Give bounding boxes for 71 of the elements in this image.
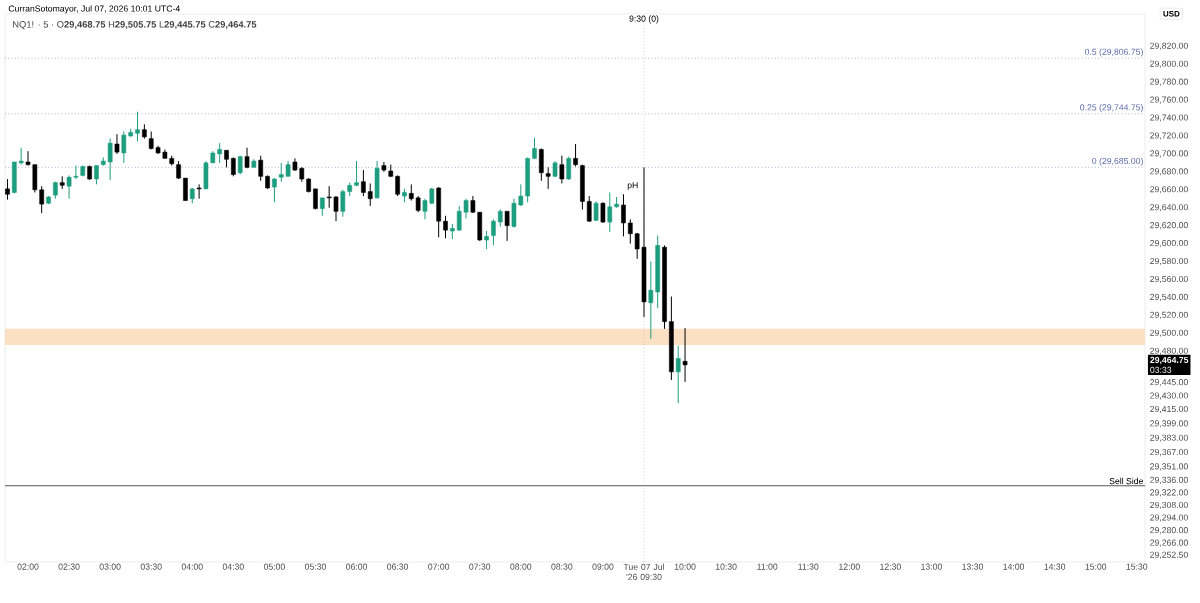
x-tick-label: 02:30: [58, 563, 80, 570]
y-tick-label: 29,700.00: [1150, 150, 1188, 158]
y-tick-label: 29,520.00: [1150, 311, 1188, 319]
ref-line-label: 0.25 (29,744.75): [1080, 104, 1143, 113]
y-tick-label: 29,322.00: [1150, 489, 1188, 497]
x-tick-label: 15:00: [1085, 563, 1107, 570]
x-tick-label: 07:30: [469, 563, 491, 570]
x-tick-label: 02:00: [17, 563, 39, 570]
y-tick-label: 29,351.00: [1150, 463, 1188, 471]
y-tick-label: 29,740.00: [1150, 114, 1188, 122]
x-tick-label: 06:00: [346, 563, 368, 570]
y-tick-label: 29,660.00: [1150, 186, 1188, 194]
x-tick-label: Tue 07 Jul '26 09:30: [623, 563, 664, 580]
ref-line-label: Sell Side: [1109, 477, 1143, 485]
y-tick-label: 29,415.00: [1150, 405, 1188, 414]
y-tick-label: 29,540.00: [1150, 293, 1188, 301]
y-tick-label: 29,294.00: [1150, 514, 1188, 522]
x-tick-label: 13:00: [921, 563, 942, 570]
x-tick-label: 12:00: [839, 563, 860, 570]
x-tick-label: 12:30: [880, 563, 901, 570]
x-tick-label: 14:30: [1044, 563, 1066, 570]
text: 29,464.75: [1150, 356, 1189, 365]
y-tick-label: 29,367.00: [1150, 448, 1188, 457]
y-tick-label: 29,383.00: [1150, 434, 1188, 442]
y-tick-label: 29,600.00: [1150, 240, 1188, 248]
y-tick-label: 29,720.00: [1150, 132, 1188, 140]
y-tick-label: 29,445.00: [1150, 379, 1188, 387]
text: USD: [1163, 10, 1180, 17]
y-tick-label: 29,640.00: [1150, 204, 1188, 212]
ref-line-label: 0.5 (29,806.75): [1084, 48, 1143, 57]
x-tick-label: 14:00: [1003, 563, 1025, 570]
x-tick-label: 09:00: [592, 563, 614, 570]
x-tick-label: 10:00: [674, 563, 696, 570]
y-tick-label: 29,620.00: [1150, 222, 1188, 230]
ref-line-label: 0 (29,685.00): [1092, 157, 1143, 166]
x-tick-label: 06:30: [387, 563, 409, 570]
chart-subtitle: CurranSotomayor, Jul 07, 2026 10:01 UTC-4: [8, 5, 180, 14]
ref-line-label: 9:30 (0): [629, 15, 659, 24]
y-tick-label: 29,780.00: [1150, 78, 1188, 86]
x-tick-label: 11:00: [757, 563, 778, 570]
y-tick-label: 29,680.00: [1150, 168, 1188, 176]
y-tick-label: 29,280.00: [1150, 527, 1188, 535]
x-tick-label: 04:00: [181, 563, 203, 570]
x-tick-label: 08:30: [551, 563, 573, 570]
x-tick-label: 08:00: [510, 563, 532, 570]
y-tick-label: 29,760.00: [1150, 96, 1188, 104]
x-tick-label: 03:30: [140, 563, 162, 570]
x-tick-label: 07:00: [428, 563, 450, 570]
x-tick-label: 04:30: [222, 563, 244, 570]
y-tick-label: 29,800.00: [1150, 60, 1188, 68]
text: 03:33: [1150, 366, 1172, 373]
y-tick-label: 29,430.00: [1150, 392, 1188, 400]
y-tick-label: 29,336.00: [1150, 476, 1188, 484]
annotation: pH: [627, 182, 638, 190]
x-tick-label: 10:30: [715, 563, 737, 570]
x-tick-label: 11:30: [798, 563, 819, 570]
x-tick-label: 15:30: [1126, 563, 1148, 570]
y-tick-label: 29,308.00: [1150, 501, 1188, 510]
y-tick-label: 29,480.00: [1150, 347, 1188, 355]
y-tick-label: 29,820.00: [1150, 42, 1188, 50]
y-tick-label: 29,399.00: [1150, 420, 1188, 428]
y-tick-label: 29,252.50: [1150, 551, 1188, 559]
x-tick-label: 05:00: [263, 563, 285, 570]
y-tick-label: 29,580.00: [1150, 257, 1188, 266]
x-tick-label: 03:00: [99, 563, 121, 570]
text: NQ1! · 5 · O29,468.75 H29,505.75 L29,445.75 C29,464.75: [13, 21, 257, 30]
y-tick-label: 29,266.00: [1150, 539, 1188, 547]
y-tick-label: 29,560.00: [1150, 275, 1188, 284]
x-tick-label: 05:30: [304, 563, 326, 570]
y-tick-label: 29,500.00: [1150, 329, 1188, 337]
x-tick-label: 13:30: [962, 563, 984, 570]
